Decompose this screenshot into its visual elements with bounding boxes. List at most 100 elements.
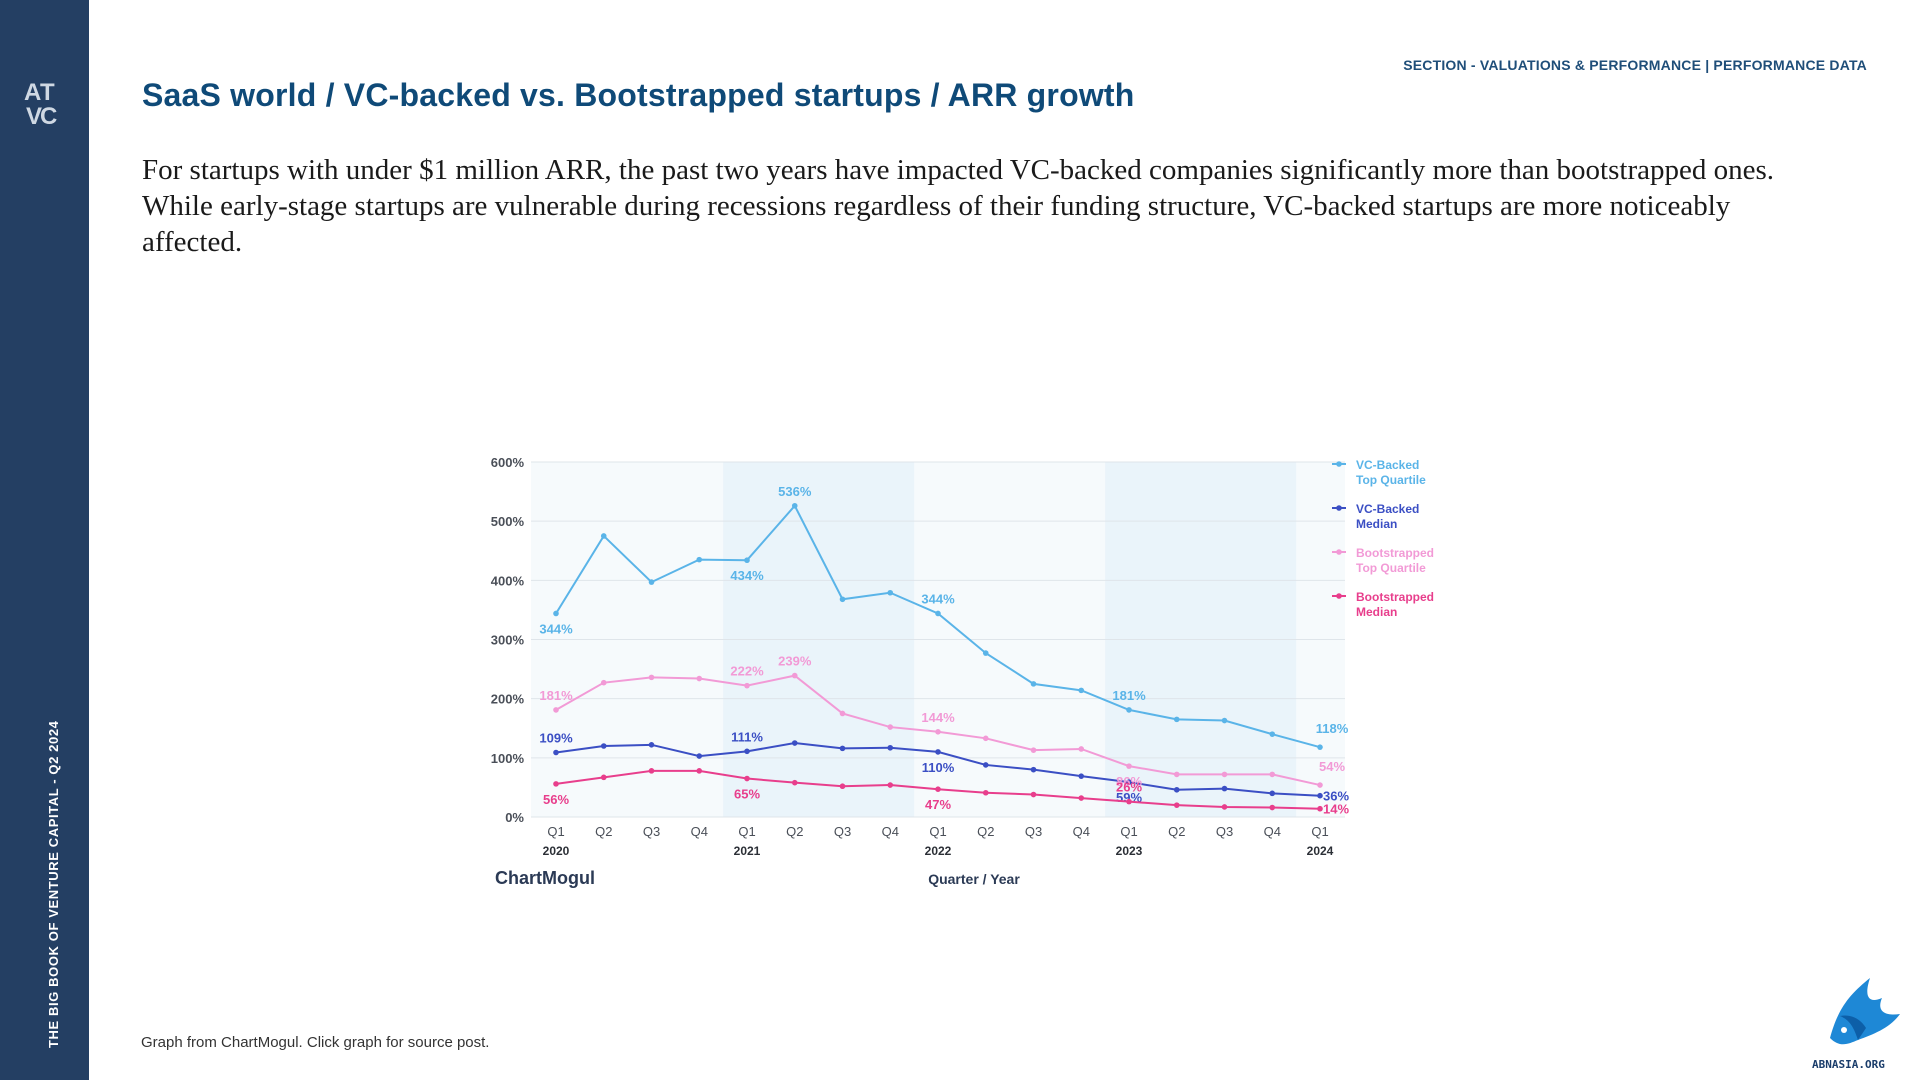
y-tick-label: 100% [491,751,525,766]
data-point [935,749,941,755]
legend-marker [1336,505,1342,511]
y-tick-label: 500% [491,514,525,529]
data-label: 239% [778,654,812,669]
legend-label: VC-Backed [1356,502,1419,516]
chart-svg[interactable]: 0% 100% 200% 300% 400% 500% 600% Q1 Q2 Q3 Q4 Q1 Q2 Q3… [470,445,1470,905]
data-label: 181% [1112,688,1146,703]
data-point [1221,785,1228,792]
data-point [648,674,655,681]
data-point [1221,771,1228,778]
data-point [744,557,750,564]
data-point [1173,716,1180,723]
x-tick-label: Q4 [1264,824,1281,839]
x-tick-label: Q3 [834,824,851,839]
svg-text:T: T [40,79,55,106]
sidebar: A T V C THE BIG BOOK OF VENTURE CAPITAL … [0,0,89,1080]
section-label: SECTION - VALUATIONS & PERFORMANCE | PER… [1403,57,1867,73]
data-point [1317,744,1323,750]
intro-paragraph: For startups with under $1 million ARR, … [142,154,1775,258]
data-point [1269,771,1276,778]
y-tick-label: 400% [491,573,525,588]
x-tick-label: Q3 [643,824,660,839]
data-point [791,672,798,679]
x-tick-label: Q1 [1120,824,1137,839]
year-label: 2022 [925,844,952,858]
x-tick-label: Q2 [786,824,803,839]
legend-label: Bootstrapped [1356,546,1434,560]
x-tick-label: Q2 [1168,824,1185,839]
x-tick-label: Q3 [1025,824,1042,839]
year-label: 2024 [1307,844,1334,858]
arr-growth-chart[interactable]: 0% 100% 200% 300% 400% 500% 600% Q1 Q2 Q3 Q4 Q1 Q2 Q3… [470,445,1470,905]
data-label: 144% [921,710,955,725]
data-point [600,533,607,539]
x-tick-label: Q4 [1073,824,1090,839]
data-point [648,742,655,748]
data-point [696,675,703,682]
x-tick-label: Q4 [691,824,708,839]
data-point [648,768,655,774]
data-point [839,745,846,752]
y-tick-label: 200% [491,692,525,707]
year-label: 2020 [543,844,570,858]
data-point [839,596,846,603]
data-label: 86% [1116,774,1142,789]
data-point [553,707,559,713]
data-point [648,579,655,585]
data-label: 65% [734,787,760,802]
year-label: 2023 [1116,844,1143,858]
data-label: 56% [543,792,569,807]
data-label: 222% [730,664,764,679]
brand-label: ChartMogul [495,868,595,888]
data-point [1173,802,1180,808]
y-tick-label: 300% [491,633,525,648]
svg-text:V: V [26,103,42,128]
data-point [1078,746,1085,752]
data-point [1030,681,1037,687]
data-label: 181% [539,688,573,703]
data-point [887,744,894,751]
caption[interactable]: Graph from ChartMogul. Click graph for s… [141,1034,490,1051]
data-point [982,789,989,796]
data-point [1317,782,1323,788]
data-point [935,729,941,735]
data-label: 536% [778,484,812,499]
data-point [887,589,894,596]
data-label: 434% [730,568,764,583]
svg-text:A: A [24,79,41,106]
data-point [791,779,798,786]
data-point [1126,763,1132,769]
data-point [744,748,750,755]
x-tick-label: Q1 [1311,824,1328,839]
atvc-logo: A T V C [24,79,57,128]
data-point [887,724,894,730]
data-point [1078,795,1085,801]
data-point [1126,707,1132,713]
x-tick-label: Q1 [929,824,946,839]
svg-text:C: C [40,103,57,128]
data-point [1269,790,1276,797]
data-point [1078,773,1085,779]
data-label: 14% [1323,802,1349,817]
x-tick-label: Q2 [977,824,994,839]
data-point [1030,791,1037,798]
data-point [744,682,750,689]
data-point [1221,717,1228,724]
data-label: 344% [921,591,955,606]
data-point [887,782,894,788]
data-point [1269,804,1276,811]
data-point [1078,687,1085,694]
year-label: 2021 [734,844,761,858]
data-label: 110% [922,760,955,775]
legend-label: Top Quartile [1356,561,1426,575]
data-point [1221,804,1228,810]
legend-label: Median [1356,605,1397,619]
publication-title: THE BIG BOOK OF VENTURE CAPITAL - Q2 202… [46,720,61,1049]
page-title: SaaS world / VC-backed vs. Bootstrapped … [142,77,1135,113]
data-label: 54% [1319,759,1345,774]
data-point [935,610,941,617]
data-label: 118% [1316,721,1349,736]
data-label: 111% [731,729,763,744]
legend-label: Top Quartile [1356,473,1426,487]
data-point [791,502,798,509]
